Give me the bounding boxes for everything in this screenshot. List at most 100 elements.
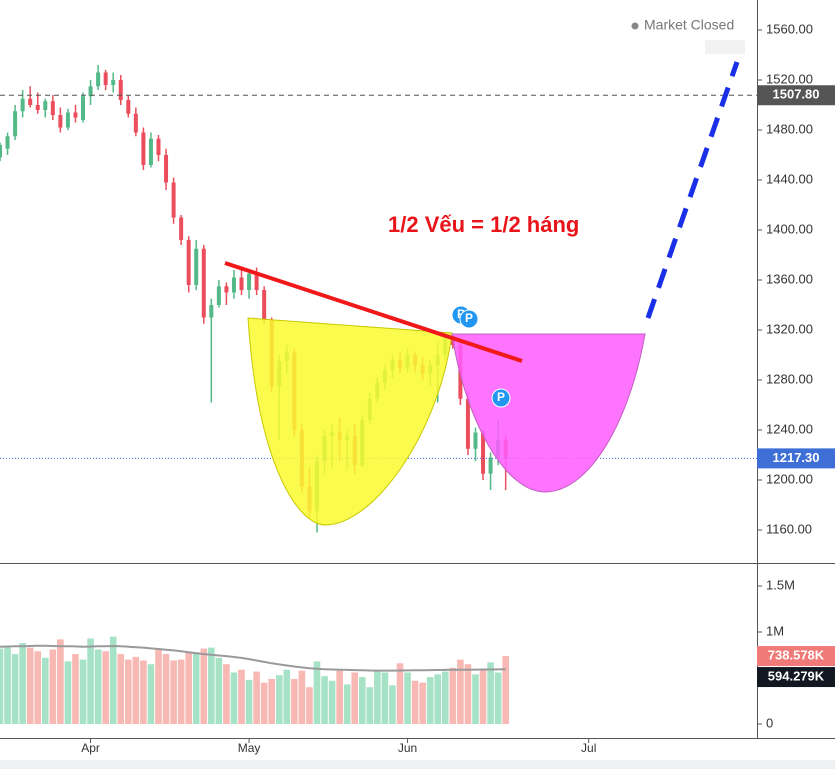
ohlc-body <box>20 98 25 112</box>
price-label: 738.578K <box>768 647 825 662</box>
volume-bar <box>374 670 381 725</box>
ohlc-body <box>148 138 153 165</box>
ohlc-body <box>141 132 146 165</box>
ohlc-body <box>156 138 161 155</box>
volume-bar <box>162 654 170 725</box>
volume-bar <box>494 672 502 725</box>
price-label: 1217.30 <box>773 450 820 465</box>
volume-ma <box>0 644 506 672</box>
volume-bar <box>343 684 351 725</box>
price-label-box <box>757 448 835 469</box>
volume-bar <box>94 649 102 725</box>
ohlc-body <box>216 286 221 305</box>
y-tick-label: 1320.00 <box>766 321 813 336</box>
volume-bar <box>268 678 276 725</box>
ohlc-body <box>164 155 169 183</box>
annotation: 1/2 Vếu = 1/2 háng <box>388 212 579 237</box>
y-tick-label: 1240.00 <box>766 421 813 436</box>
volume-bar <box>275 675 283 725</box>
ohlc-body <box>28 98 33 105</box>
volume-bar <box>253 671 260 725</box>
badge-label: P <box>497 390 505 404</box>
volume-bar <box>192 652 200 725</box>
y-tick-label: 1360.00 <box>766 271 813 286</box>
ohlc-body <box>473 432 478 449</box>
volume-bar <box>298 670 306 725</box>
volume-bar <box>185 652 192 725</box>
ohlc-body <box>126 100 131 114</box>
x-tick-label: Jul <box>581 741 596 755</box>
ohlc-body <box>186 240 191 285</box>
ohlc-body <box>58 115 63 128</box>
ohlc-body <box>481 432 486 474</box>
volume-bar <box>215 657 223 725</box>
y-tick-label: 1200.00 <box>766 471 813 486</box>
price-label-box <box>757 85 835 106</box>
volume-bar <box>457 659 464 725</box>
volume-bar <box>283 669 291 725</box>
badge[interactable]: P <box>459 309 479 329</box>
volume-bar <box>260 682 268 725</box>
ohlc-body <box>13 111 18 137</box>
status-text: Market Closed <box>644 17 734 33</box>
volume-bar <box>41 657 49 725</box>
volume-bar <box>230 672 238 725</box>
ohlc-body <box>247 273 252 290</box>
volume-bar <box>64 661 72 725</box>
y-tick-label: 1.5M <box>766 577 795 592</box>
ohlc-body <box>488 457 493 474</box>
volume-bar <box>441 671 449 725</box>
volume-bar <box>434 674 442 725</box>
badge[interactable]: P <box>491 388 511 408</box>
ohlc-body <box>201 248 206 318</box>
volume-bar <box>487 662 494 725</box>
volume-bar <box>79 659 87 725</box>
volume-bar <box>147 664 155 725</box>
ohlc-body <box>209 305 214 318</box>
x-tick-label: Apr <box>81 741 100 755</box>
volume-bar <box>313 661 321 725</box>
volume-bar <box>4 645 11 725</box>
volume-bar <box>87 638 94 725</box>
badge-circle <box>491 388 511 408</box>
volume-bar <box>11 654 19 725</box>
x-tick-label: May <box>238 741 261 755</box>
volume-bar <box>404 672 411 725</box>
volume-bar <box>411 680 419 725</box>
volume-bar <box>132 656 140 725</box>
ohlc-body <box>65 112 70 128</box>
cup-left <box>247 317 453 526</box>
ohlc-body <box>465 398 470 449</box>
volume-bar <box>351 672 359 725</box>
y-tick-label: 1480.00 <box>766 121 813 136</box>
ohlc-body <box>73 112 78 118</box>
y-tick-label: 1440.00 <box>766 171 813 186</box>
ohlc-body <box>43 101 48 110</box>
status-dot <box>631 22 639 30</box>
ohlc-body <box>224 286 229 293</box>
volume-bar <box>358 677 366 725</box>
ohlc-body <box>171 182 176 218</box>
volume-bar <box>245 679 253 725</box>
y-tick-label: 1400.00 <box>766 221 813 236</box>
volume-bar <box>0 648 4 725</box>
volume-bar <box>336 670 343 725</box>
ohlc-body <box>118 80 123 100</box>
bottom-strip <box>0 760 835 769</box>
volume-bar <box>177 659 185 725</box>
volume-bar <box>200 648 208 725</box>
y-tick-label: 1M <box>766 623 784 638</box>
volume-bar <box>72 654 79 725</box>
ohlc-body <box>81 96 86 120</box>
volume-bar <box>328 680 336 725</box>
ohlc-body <box>111 80 116 85</box>
badge-circle <box>459 309 479 329</box>
ohlc-body <box>262 290 267 320</box>
ohlc-body <box>88 86 93 97</box>
volume-bar <box>321 676 328 725</box>
price-label-box <box>757 646 835 667</box>
price-label: 594.279K <box>768 668 825 683</box>
volume-bar <box>396 663 404 725</box>
volume-bar <box>49 649 57 725</box>
